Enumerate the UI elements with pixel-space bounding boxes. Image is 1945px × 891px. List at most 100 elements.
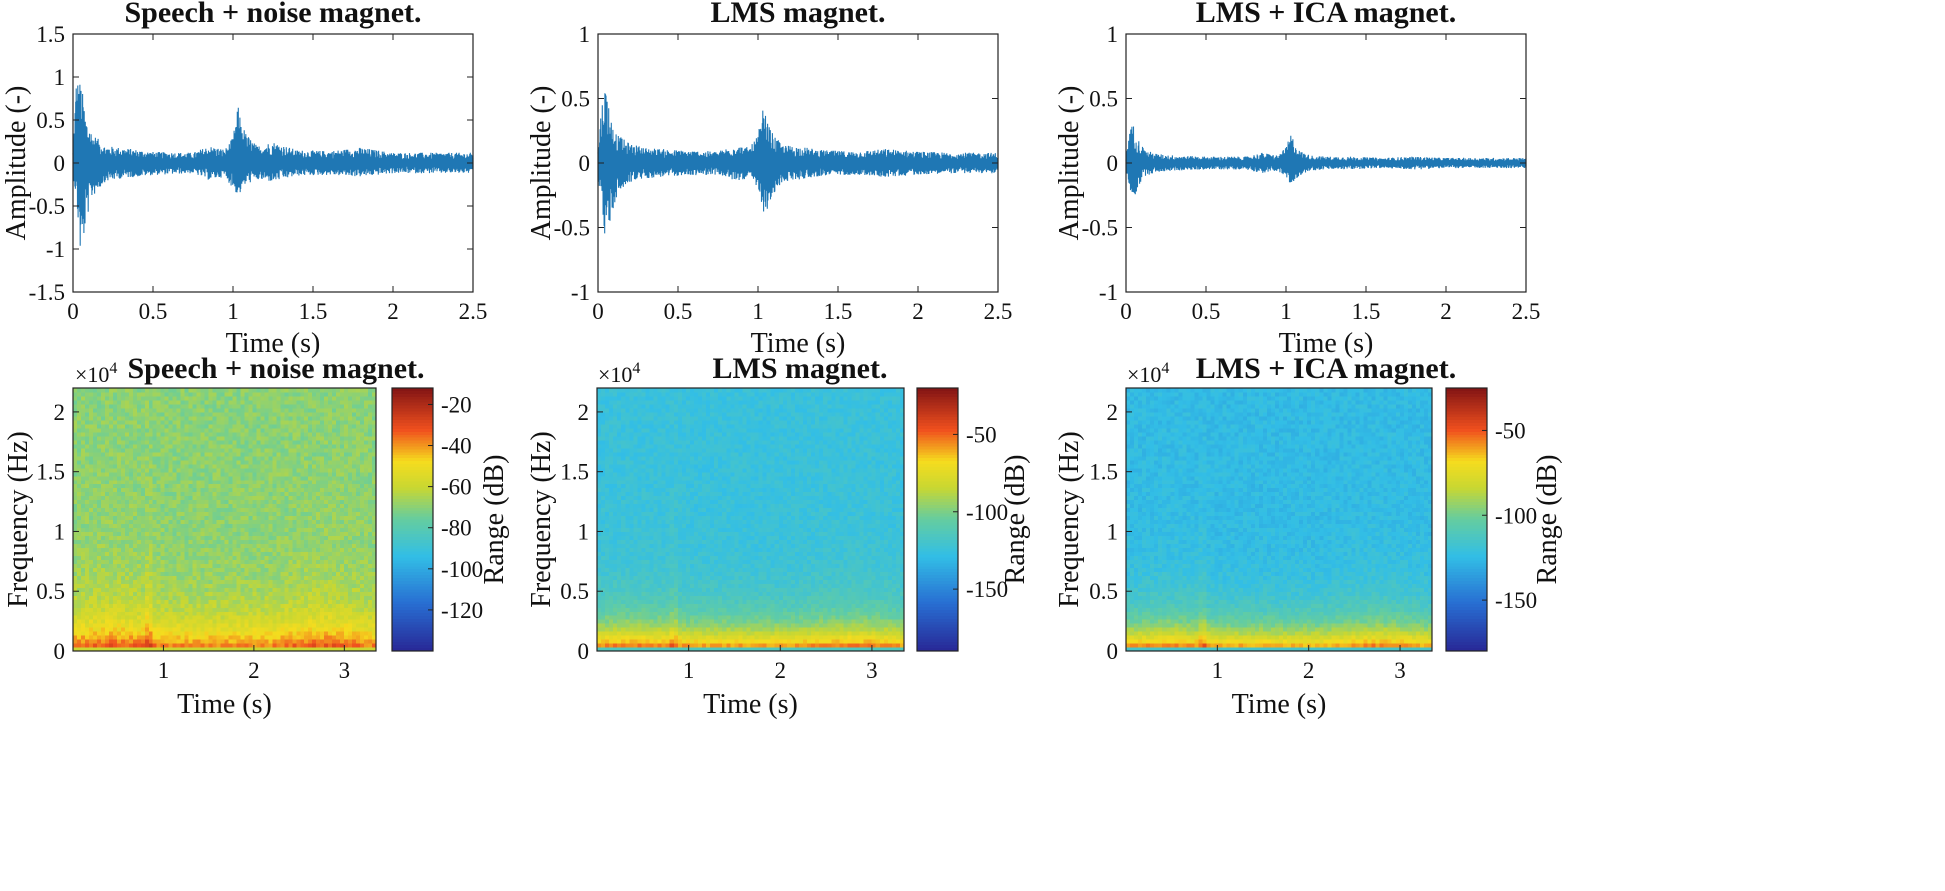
heatmap-cell [124,607,130,612]
heatmap-cell [224,587,230,592]
heatmap-cell [264,491,269,497]
heatmap-cell [116,623,122,628]
heatmap-cell [136,427,142,433]
heatmap-cell [140,415,146,421]
heatmap-cell [320,591,325,596]
heatmap-cell [192,559,198,564]
heatmap-cell [244,419,250,425]
heatmap-cell [240,395,246,401]
heatmap-cell [148,435,154,441]
heatmap-cell [368,595,373,600]
heatmap-cell [160,635,166,640]
heatmap-cell [372,439,377,445]
heatmap-cell [308,471,313,477]
heatmap-cell [300,611,305,616]
heatmap-cell [280,483,285,489]
heatmap-cell [276,459,281,465]
heatmap-cell [260,403,265,409]
heatmap-cell [136,467,142,473]
heatmap-cell [264,603,269,608]
heatmap-cell [228,583,234,588]
heatmap-cell [308,487,313,493]
heatmap-cell [176,419,182,425]
heatmap-cell [324,587,329,592]
heatmap-cell [84,491,90,497]
heatmap-cell [356,495,361,501]
heatmap-cell [84,631,90,636]
heatmap-cell [124,595,130,600]
heatmap-cell [160,555,166,560]
heatmap-cell [212,563,218,568]
heatmap-cell [224,627,230,632]
heatmap-cell [328,591,333,596]
heatmap-cell [320,507,325,513]
heatmap-cell [220,595,226,600]
heatmap-cell [296,407,301,413]
heatmap-cell [296,643,301,648]
heatmap-cell [156,407,162,413]
heatmap-cell [88,599,94,604]
heatmap-cell [352,591,357,596]
heatmap-cell [73,411,78,417]
heatmap-cell [132,399,138,405]
heatmap-cell [276,587,281,592]
heatmap-cell [100,451,106,457]
heatmap-cell [256,395,261,401]
heatmap-cell [232,435,238,441]
heatmap-cell [256,567,261,572]
heatmap-cell [220,563,226,568]
heatmap-cell [364,507,369,513]
heatmap-cell [244,603,250,608]
heatmap-cell [168,435,174,441]
heatmap-cell [188,479,194,485]
heatmap-cell [128,479,134,485]
heatmap-cell [256,559,261,564]
heatmap-cell [360,443,365,449]
heatmap-cell [160,583,166,588]
heatmap-cell [200,543,206,548]
heatmap-cell [120,443,126,449]
heatmap-cell [104,643,110,648]
heatmap-cell [292,535,297,541]
heatmap-cell [164,419,170,425]
heatmap-cell [260,487,265,493]
heatmap-cell [320,523,325,529]
heatmap-cell [120,519,126,525]
heatmap-cell [120,591,126,596]
heatmap-cell [168,639,174,644]
heatmap-cell [120,611,126,616]
heatmap-cell [224,615,230,620]
heatmap-cell [280,535,285,541]
heatmap-cell [136,495,142,501]
heatmap-cell [216,459,222,465]
heatmap-cell [260,407,265,413]
heatmap-cell [336,415,341,421]
heatmap-cell [276,403,281,409]
heatmap-cell [76,543,82,548]
heatmap-cell [288,451,293,457]
heatmap-cell [288,567,293,572]
heatmap-cell [336,627,341,632]
heatmap-cell [156,619,162,624]
heatmap-cell [304,443,309,449]
heatmap-cell [268,575,273,580]
heatmap-cell [164,643,170,648]
heatmap-cell [304,603,309,608]
heatmap-cell [316,611,321,616]
heatmap-cell [272,523,277,529]
heatmap-cell [276,455,281,461]
heatmap-cell [256,487,261,493]
heatmap-cell [364,519,369,525]
heatmap-cell [73,419,78,425]
heatmap-cell [168,443,174,449]
heatmap-cell [176,411,182,417]
heatmap-cell [312,415,317,421]
heatmap-cell [156,623,162,628]
heatmap-cell [220,567,226,572]
heatmap-cell [280,419,285,425]
heatmap-cell [340,567,345,572]
heatmap-cell [240,547,246,552]
heatmap-cell [172,575,178,580]
heatmap-cell [240,419,246,425]
heatmap-cell [284,527,289,533]
